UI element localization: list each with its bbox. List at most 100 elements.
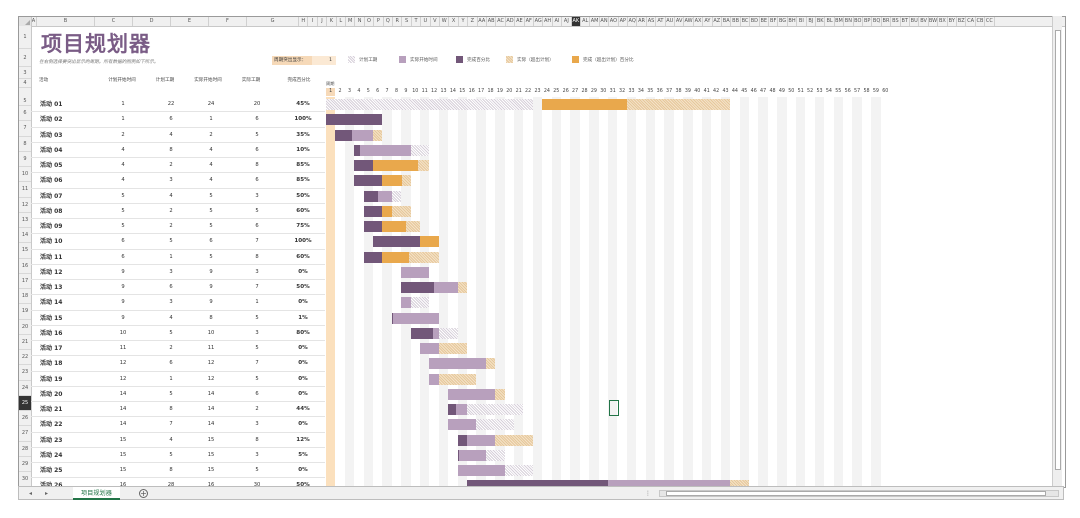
table-row[interactable]: 活动 11 6 1 5 8 60% bbox=[31, 250, 325, 265]
column-header-bm[interactable]: BM bbox=[835, 17, 845, 26]
cell-ad[interactable]: 6 bbox=[255, 146, 259, 153]
cell-ps[interactable]: 12 bbox=[119, 375, 127, 382]
cell-as[interactable]: 14 bbox=[207, 406, 215, 412]
column-header-u[interactable]: U bbox=[421, 17, 431, 26]
cell-pd[interactable]: 28 bbox=[159, 478, 183, 487]
cell-ad[interactable]: 20 bbox=[253, 101, 261, 107]
cell-as[interactable]: 2 bbox=[209, 131, 213, 138]
column-header-ay[interactable]: AY bbox=[703, 17, 713, 26]
cell-ps[interactable]: 16 bbox=[111, 478, 135, 487]
row-header-10[interactable]: 10 bbox=[19, 167, 31, 183]
column-header-ae[interactable]: AE bbox=[516, 17, 525, 26]
column-header-bl[interactable]: BL bbox=[825, 17, 835, 26]
table-row[interactable]: 活动 17 11 2 11 5 0% bbox=[31, 341, 325, 357]
row-header-28[interactable]: 28 bbox=[19, 442, 31, 457]
column-header-aa[interactable]: AA bbox=[478, 17, 487, 26]
cell-pd[interactable]: 3 bbox=[169, 299, 173, 306]
column-header-s[interactable]: S bbox=[402, 17, 412, 26]
row-header-5[interactable]: 5 bbox=[19, 97, 31, 106]
column-header-br[interactable]: BR bbox=[882, 17, 892, 26]
table-row[interactable]: 活动 14 9 3 9 1 0% bbox=[31, 295, 325, 311]
cell-pct-complete[interactable]: 60% bbox=[296, 253, 310, 260]
cell-pd[interactable]: 2 bbox=[169, 162, 173, 168]
table-row[interactable]: 活动 10 6 5 6 7 100% bbox=[31, 234, 325, 250]
column-header-a[interactable]: A bbox=[31, 17, 37, 26]
cell-ad[interactable]: 5 bbox=[255, 207, 259, 214]
sheet-tab-planner[interactable]: 项目规划器 bbox=[73, 487, 120, 500]
table-row[interactable]: 活动 16 10 5 10 3 80% bbox=[31, 326, 325, 341]
cell-as[interactable]: 9 bbox=[209, 268, 213, 275]
column-header-bp[interactable]: BP bbox=[863, 17, 873, 26]
cell-pct-complete[interactable]: 45% bbox=[296, 101, 310, 107]
column-header-l[interactable]: L bbox=[337, 17, 346, 26]
column-header-v[interactable]: V bbox=[431, 17, 440, 26]
column-header-b[interactable]: B bbox=[37, 17, 95, 26]
column-header-w[interactable]: W bbox=[440, 17, 450, 26]
table-row[interactable]: 活动 15 9 4 8 5 1% bbox=[31, 311, 325, 326]
row-header-14[interactable]: 14 bbox=[19, 228, 31, 244]
column-header-ba[interactable]: BA bbox=[722, 17, 732, 26]
cell-ad[interactable]: 3 bbox=[255, 421, 259, 428]
row-header-4[interactable]: 4 bbox=[19, 79, 31, 88]
cell-ad[interactable]: 8 bbox=[255, 436, 259, 443]
cell-pd[interactable]: 2 bbox=[169, 223, 173, 229]
column-header-au[interactable]: AU bbox=[666, 17, 675, 26]
column-header-bs[interactable]: BS bbox=[892, 17, 901, 26]
column-header-ak[interactable]: AK bbox=[571, 17, 581, 26]
table-row[interactable]: 活动 07 5 4 5 3 50% bbox=[31, 189, 325, 204]
cell-pct-complete[interactable]: 100% bbox=[294, 238, 312, 245]
row-header-19[interactable]: 19 bbox=[19, 304, 31, 320]
cell-as[interactable]: 6 bbox=[209, 238, 213, 245]
cell-ps[interactable]: 9 bbox=[121, 299, 125, 306]
cell-pct-complete[interactable]: 100% bbox=[294, 116, 312, 123]
column-header-av[interactable]: AV bbox=[675, 17, 685, 26]
column-header-h[interactable]: H bbox=[299, 17, 309, 26]
cell-pct-complete[interactable]: 50% bbox=[296, 192, 310, 199]
cell-ps[interactable]: 4 bbox=[121, 177, 125, 184]
cell-pct-complete[interactable]: 0% bbox=[298, 421, 308, 428]
cell-ps[interactable]: 14 bbox=[119, 406, 127, 412]
cell-pd[interactable]: 2 bbox=[169, 345, 173, 351]
add-sheet-icon[interactable]: + bbox=[139, 489, 148, 498]
column-header-at[interactable]: AT bbox=[656, 17, 666, 26]
table-row[interactable]: 活动 13 9 6 9 7 50% bbox=[31, 280, 325, 296]
cell-pct-complete[interactable]: 0% bbox=[298, 467, 308, 473]
row-header-21[interactable]: 21 bbox=[19, 335, 31, 350]
column-header-an[interactable]: AN bbox=[600, 17, 610, 26]
column-header-bx[interactable]: BX bbox=[938, 17, 948, 26]
column-header-z[interactable]: Z bbox=[468, 17, 478, 26]
row-header-24[interactable]: 24 bbox=[19, 381, 31, 396]
table-row[interactable]: 活动 19 12 1 12 5 0% bbox=[31, 372, 325, 387]
cell-pd[interactable]: 8 bbox=[169, 467, 173, 473]
cell-as[interactable]: 10 bbox=[207, 329, 215, 336]
cell-pct-complete[interactable]: 10% bbox=[296, 146, 310, 153]
cell-ad[interactable]: 1 bbox=[255, 299, 259, 306]
table-row[interactable]: 活动 09 5 2 5 6 75% bbox=[31, 219, 325, 235]
column-header-bz[interactable]: BZ bbox=[957, 17, 967, 26]
table-row[interactable]: 活动 24 15 5 15 3 5% bbox=[31, 448, 325, 463]
column-header-bo[interactable]: BO bbox=[854, 17, 863, 26]
row-header-22[interactable]: 22 bbox=[19, 350, 31, 366]
cell-as[interactable]: 12 bbox=[207, 360, 215, 367]
cell-pd[interactable]: 1 bbox=[169, 253, 173, 260]
cell-pd[interactable]: 4 bbox=[169, 314, 173, 321]
row-header-9[interactable]: 9 bbox=[19, 152, 31, 167]
row-header-2[interactable]: 2 bbox=[19, 49, 31, 67]
cell-as[interactable]: 9 bbox=[209, 284, 213, 290]
column-header-am[interactable]: AM bbox=[590, 17, 600, 26]
table-row[interactable]: 活动 20 14 5 14 6 0% bbox=[31, 387, 325, 402]
cell-pd[interactable]: 8 bbox=[169, 146, 173, 153]
cell-ad[interactable]: 5 bbox=[255, 375, 259, 382]
cell-ad[interactable]: 7 bbox=[255, 284, 259, 290]
table-row[interactable]: 活动 06 4 3 4 6 85% bbox=[31, 173, 325, 189]
cell-as[interactable]: 4 bbox=[209, 162, 213, 168]
column-header-q[interactable]: Q bbox=[384, 17, 393, 26]
column-header-bn[interactable]: BN bbox=[844, 17, 854, 26]
table-row[interactable]: 活动 02 1 6 1 6 100% bbox=[31, 112, 325, 128]
cell-ps[interactable]: 4 bbox=[121, 146, 125, 153]
cell-ad[interactable]: 3 bbox=[255, 268, 259, 275]
worksheet[interactable]: A B C D E F G H I J K L M N O P Q R S T U V W X Y Z AA AB AC AD AE AF AG… bbox=[18, 16, 1066, 488]
row-header-29[interactable]: 29 bbox=[19, 457, 31, 472]
cell-as[interactable]: 14 bbox=[207, 390, 215, 397]
cell-pd[interactable]: 5 bbox=[169, 451, 173, 458]
